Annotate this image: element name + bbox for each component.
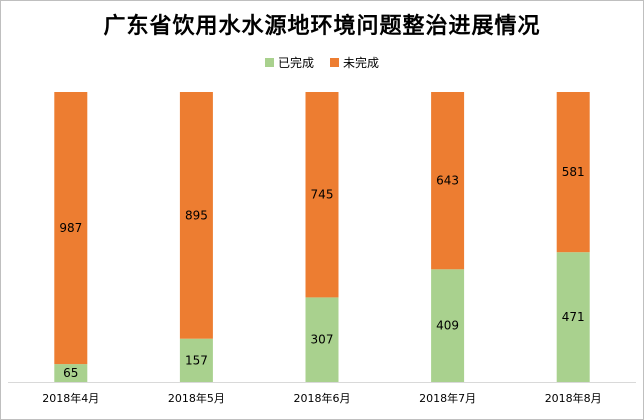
data-label-completed-3: 409: [436, 319, 459, 333]
bar-completed-0: [54, 364, 88, 382]
x-tick-label-3: 2018年7月: [419, 391, 476, 405]
bar-uncompleted-2: [305, 92, 339, 298]
bar-completed-4: [556, 252, 590, 382]
legend-swatch-uncompleted: [330, 58, 339, 67]
bar-completed-3: [431, 269, 465, 382]
legend-swatch-completed: [264, 58, 274, 67]
data-label-completed-2: 307: [311, 333, 334, 347]
x-tick-label-0: 2018年4月: [42, 391, 99, 405]
bar-uncompleted-4: [556, 92, 590, 253]
bar-completed-1: [179, 338, 213, 382]
data-label-completed-0: 65: [63, 366, 78, 380]
x-tick-label-4: 2018年8月: [545, 391, 602, 405]
legend-label-uncompleted: 未完成: [343, 56, 380, 70]
legend-item-completed: 已完成: [264, 54, 314, 71]
chart-title: 广东省饮用水水源地环境问题整治进展情况: [103, 13, 541, 39]
x-tick-label-2: 2018年6月: [294, 391, 351, 405]
bar-uncompleted-1: [179, 92, 213, 339]
legend-label-completed: 已完成: [277, 56, 314, 70]
data-label-uncompleted-0: 987: [59, 221, 82, 235]
x-tick-label-1: 2018年5月: [168, 391, 225, 405]
data-label-uncompleted-2: 745: [311, 188, 334, 202]
data-label-uncompleted-1: 895: [185, 208, 208, 222]
data-label-completed-1: 157: [185, 353, 208, 367]
data-label-uncompleted-3: 643: [436, 174, 459, 188]
bar-uncompleted-3: [431, 92, 465, 270]
data-label-completed-4: 471: [562, 310, 585, 324]
legend-item-uncompleted: 未完成: [330, 54, 379, 71]
bar-uncompleted-0: [54, 92, 88, 365]
legend: 已完成 未完成: [0, 54, 644, 71]
bar-completed-2: [305, 297, 339, 382]
data-label-uncompleted-4: 581: [562, 165, 585, 179]
